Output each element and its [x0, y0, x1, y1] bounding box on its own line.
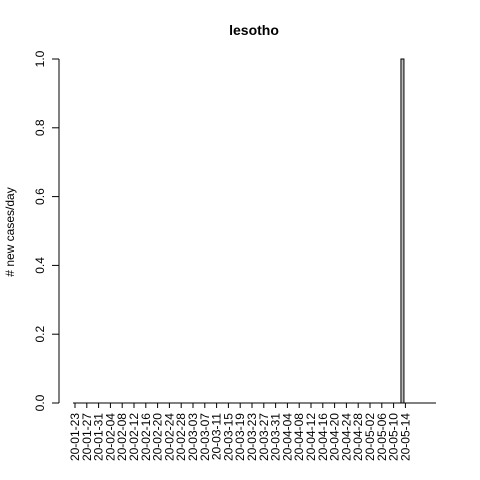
y-tick-label: 0.2 — [33, 326, 47, 343]
x-tick-label: 20-04-16 — [316, 413, 330, 461]
x-tick-label: 20-03-27 — [257, 413, 271, 461]
y-tick-label: 0.8 — [33, 119, 47, 136]
y-tick-label: 0.0 — [33, 394, 47, 411]
x-tick-label: 20-05-06 — [375, 413, 389, 461]
x-tick-label: 20-05-14 — [398, 413, 412, 461]
x-tick-label: 20-02-28 — [174, 413, 188, 461]
x-tick-label: 20-04-12 — [304, 413, 318, 461]
x-tick-label: 20-03-07 — [198, 413, 212, 461]
x-tick-label: 20-05-02 — [363, 413, 377, 461]
x-tick-label: 20-02-08 — [115, 413, 129, 461]
y-tick-label: 0.4 — [33, 257, 47, 274]
x-tick-label: 20-03-03 — [186, 413, 200, 461]
x-tick-label: 20-03-19 — [233, 413, 247, 461]
x-tick-label: 20-02-20 — [151, 413, 165, 461]
x-tick-label: 20-02-12 — [127, 413, 141, 461]
x-tick-label: 20-04-04 — [280, 413, 294, 461]
y-tick-label: 1.0 — [33, 50, 47, 67]
x-tick-label: 20-04-24 — [339, 413, 353, 461]
x-tick-label: 20-04-28 — [351, 413, 365, 461]
x-tick-label: 20-01-27 — [80, 413, 94, 461]
x-tick-label: 20-02-24 — [162, 413, 176, 461]
x-tick-label: 20-03-11 — [210, 413, 224, 460]
x-tick-label: 20-04-20 — [328, 413, 342, 461]
x-tick-label: 20-05-10 — [387, 413, 401, 461]
x-tick-label: 20-01-31 — [92, 413, 106, 461]
x-tick-label: 20-01-23 — [68, 413, 82, 461]
x-tick-label: 20-03-23 — [245, 413, 259, 461]
x-tick-label: 20-03-15 — [221, 413, 235, 461]
bar — [400, 58, 405, 404]
x-tick-label: 20-04-08 — [292, 413, 306, 461]
plot-area: 0.0 0.2 0.4 0.6 0.8 1.0 20-01-2320-01-2720-01-… — [33, 50, 436, 461]
y-tick-label: 0.6 — [33, 188, 47, 205]
x-tick-label: 20-02-04 — [103, 413, 117, 461]
y-axis-label: # new cases/day — [3, 187, 17, 276]
x-tick-label: 20-02-16 — [139, 413, 153, 461]
chart-title: lesotho — [229, 22, 279, 38]
x-tick-label: 20-03-31 — [269, 413, 283, 461]
